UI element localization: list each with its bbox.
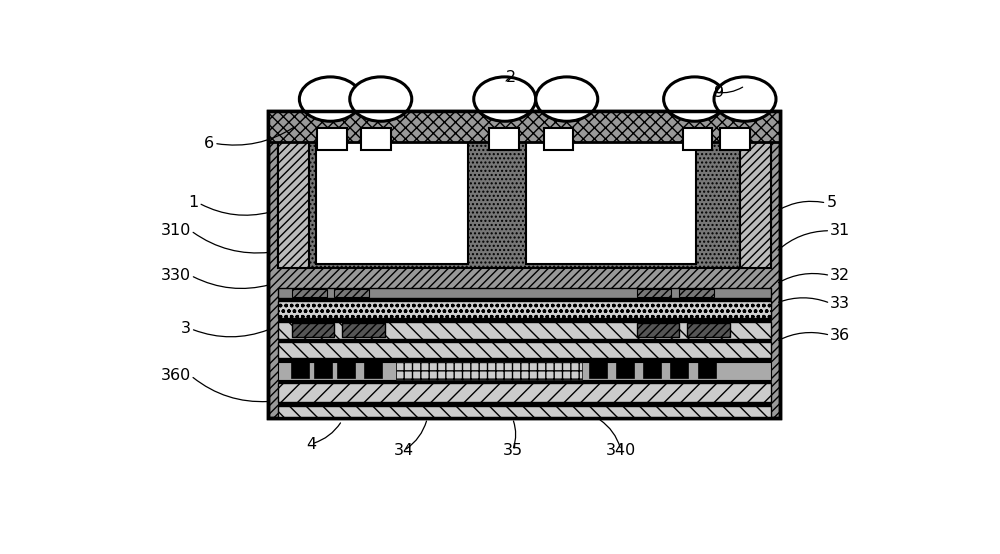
Bar bbox=[278, 342, 771, 358]
Bar bbox=[617, 363, 634, 378]
Bar bbox=[278, 383, 771, 402]
Bar bbox=[278, 321, 771, 338]
Bar bbox=[278, 362, 771, 379]
Bar bbox=[698, 363, 716, 378]
Text: 34: 34 bbox=[394, 443, 414, 458]
Bar bbox=[365, 363, 382, 378]
Text: 36: 36 bbox=[830, 328, 850, 343]
Text: 31: 31 bbox=[830, 223, 850, 238]
Bar bbox=[637, 289, 671, 297]
Bar bbox=[544, 129, 573, 150]
Text: 340: 340 bbox=[606, 443, 636, 458]
Text: 6: 6 bbox=[204, 136, 214, 151]
Bar bbox=[687, 323, 730, 337]
Text: 32: 32 bbox=[830, 268, 850, 283]
Bar bbox=[278, 406, 771, 418]
Bar bbox=[292, 323, 334, 337]
Bar bbox=[278, 379, 771, 383]
Bar bbox=[292, 289, 326, 297]
Text: 5: 5 bbox=[826, 196, 836, 211]
Bar bbox=[278, 358, 771, 362]
Bar bbox=[278, 142, 309, 268]
Bar bbox=[268, 111, 780, 142]
Text: 330: 330 bbox=[161, 268, 191, 283]
Bar bbox=[278, 402, 771, 406]
Bar bbox=[278, 301, 771, 318]
Text: 4: 4 bbox=[306, 437, 316, 452]
Ellipse shape bbox=[474, 77, 536, 121]
Bar bbox=[278, 338, 771, 342]
Bar bbox=[396, 362, 582, 379]
Bar bbox=[671, 363, 688, 378]
Ellipse shape bbox=[714, 77, 776, 121]
Bar bbox=[278, 318, 771, 321]
Bar bbox=[317, 129, 347, 150]
Bar bbox=[361, 129, 391, 150]
Bar bbox=[740, 142, 771, 268]
Bar bbox=[342, 323, 385, 337]
Bar bbox=[278, 288, 771, 297]
Text: 2: 2 bbox=[506, 70, 516, 85]
Bar bbox=[679, 289, 714, 297]
Bar bbox=[489, 129, 519, 150]
Bar bbox=[315, 363, 332, 378]
Ellipse shape bbox=[350, 77, 412, 121]
Text: 33: 33 bbox=[830, 296, 850, 311]
Bar bbox=[720, 129, 750, 150]
Bar bbox=[268, 111, 780, 418]
Text: 360: 360 bbox=[161, 368, 191, 383]
Text: 1: 1 bbox=[188, 196, 199, 211]
Bar bbox=[644, 363, 661, 378]
Bar bbox=[292, 363, 309, 378]
Bar bbox=[338, 363, 355, 378]
Text: 3: 3 bbox=[181, 321, 191, 336]
Text: 310: 310 bbox=[160, 223, 191, 238]
Bar bbox=[683, 129, 712, 150]
Ellipse shape bbox=[299, 77, 361, 121]
Bar bbox=[334, 289, 369, 297]
Bar bbox=[268, 111, 780, 418]
Text: 9: 9 bbox=[714, 85, 724, 100]
Ellipse shape bbox=[664, 77, 726, 121]
Bar bbox=[278, 142, 771, 268]
Text: 35: 35 bbox=[502, 443, 523, 458]
Bar bbox=[278, 297, 771, 301]
Bar bbox=[637, 323, 679, 337]
Bar bbox=[590, 363, 607, 378]
Ellipse shape bbox=[536, 77, 598, 121]
Bar bbox=[316, 142, 468, 264]
Bar bbox=[526, 142, 696, 264]
